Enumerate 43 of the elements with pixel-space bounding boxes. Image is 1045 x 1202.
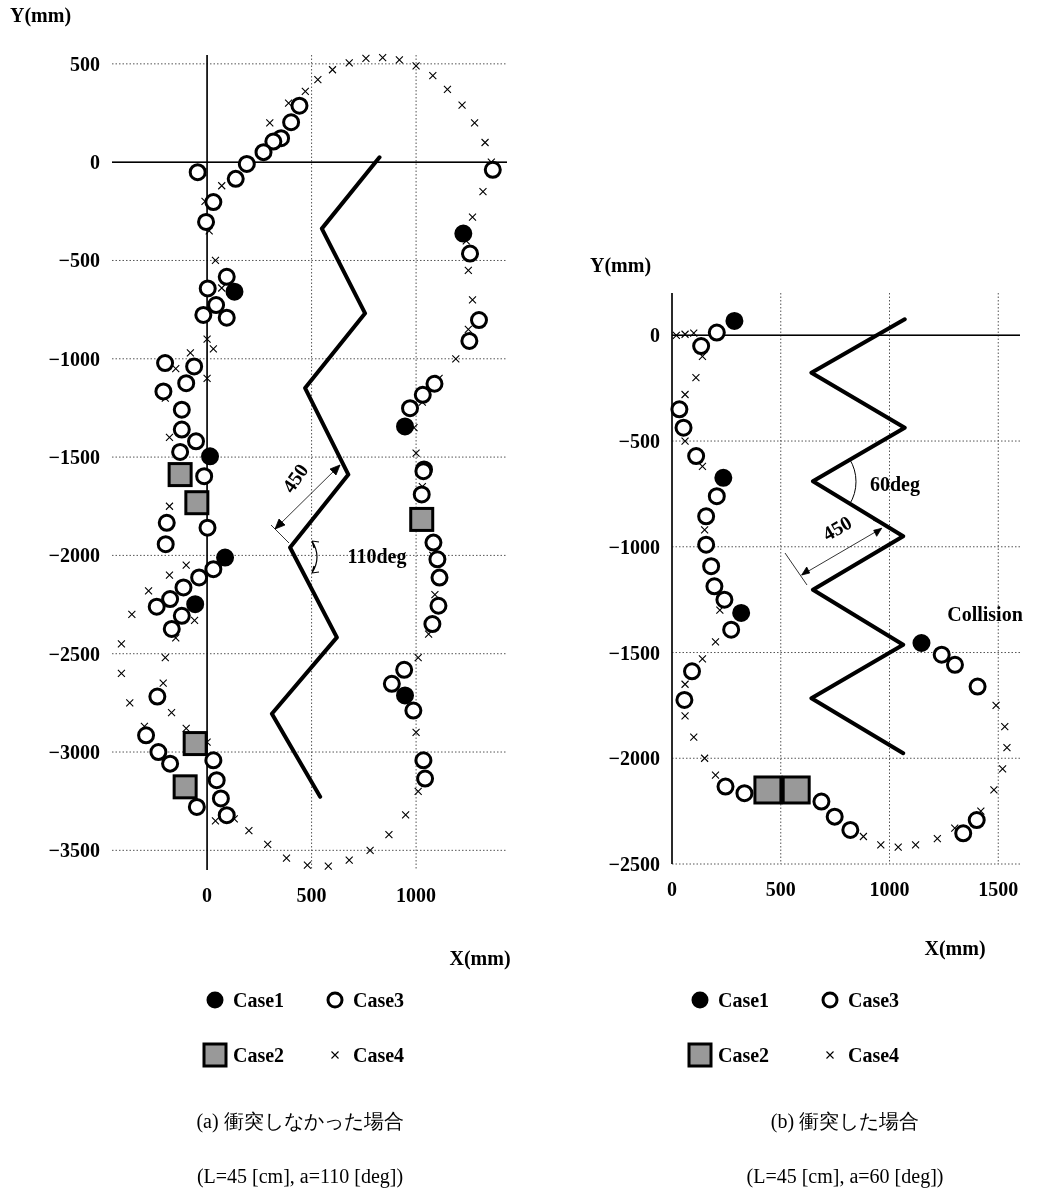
y-tick-label: −1500: [48, 446, 100, 469]
annotation: 60deg: [870, 473, 920, 496]
legend-label: Case3: [848, 989, 900, 1011]
legend-label: Case1: [233, 989, 285, 1011]
x-tick-label: 0: [202, 884, 213, 906]
y-tick-label: −1000: [48, 347, 100, 370]
text: (L=45 [cm], a=60 [deg]): [746, 1165, 944, 1188]
y-tick-label: −3000: [48, 741, 100, 764]
y-tick-label: −500: [58, 249, 100, 272]
text: (a) 衝突しなかった場合: [196, 1110, 404, 1133]
annotation: 450: [277, 459, 313, 497]
legend-label: Case1: [718, 989, 770, 1011]
y-tick-label: 0: [650, 324, 660, 347]
x-tick-label: 1500: [978, 878, 1019, 900]
legend-label: Case4: [353, 1044, 405, 1066]
x-tick-label: 0: [667, 878, 677, 900]
y-axis-title: Y(mm): [10, 4, 72, 27]
x-tick-label: 500: [296, 884, 327, 906]
legend-label: Case3: [353, 989, 405, 1011]
y-tick-label: 500: [70, 52, 100, 75]
y-tick-label: −1500: [608, 641, 660, 664]
x-axis-title: X(mm): [924, 937, 986, 960]
y-axis-title: Y(mm): [590, 254, 652, 277]
annotation: 450: [818, 510, 856, 546]
y-tick-label: −500: [618, 430, 660, 453]
y-tick-label: −2000: [608, 747, 660, 770]
annotation: 110deg: [347, 545, 407, 568]
x-axis-title: X(mm): [449, 947, 511, 970]
y-tick-label: −2500: [608, 853, 660, 875]
annotation: Collision: [947, 603, 1023, 625]
y-tick-label: −2000: [48, 544, 100, 567]
text: (L=45 [cm], a=110 [deg]): [196, 1165, 404, 1188]
y-tick-label: 0: [90, 151, 100, 174]
y-tick-label: −1000: [608, 535, 660, 558]
x-tick-label: 500: [765, 878, 796, 900]
y-tick-label: −3500: [48, 839, 100, 862]
y-tick-label: −2500: [48, 642, 100, 665]
legend-label: Case2: [233, 1044, 285, 1066]
legend-label: Case2: [718, 1044, 770, 1066]
x-tick-label: 1000: [869, 878, 910, 900]
legend-label: Case4: [848, 1044, 900, 1066]
text: (b) 衝突した場合: [770, 1110, 920, 1133]
x-tick-label: 1000: [396, 884, 437, 906]
